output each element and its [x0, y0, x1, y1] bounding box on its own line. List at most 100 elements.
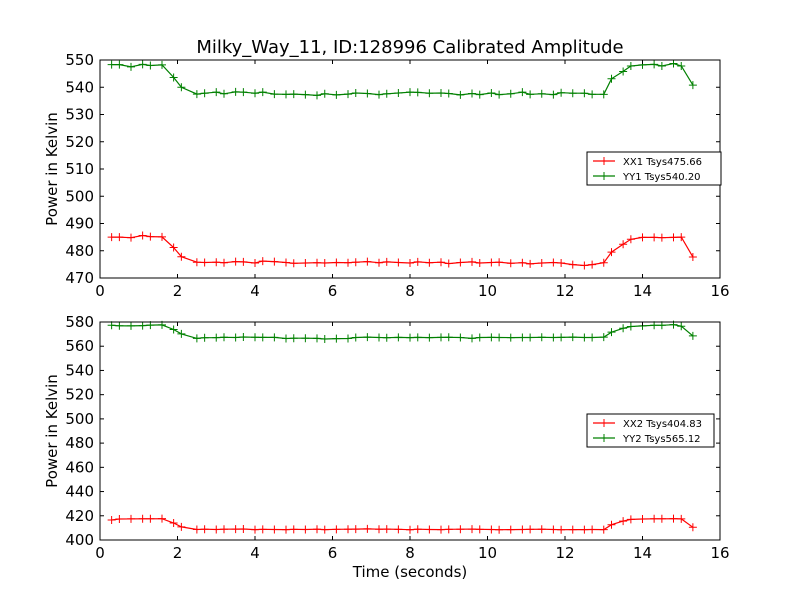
data-point: [537, 259, 546, 268]
data-point: [537, 89, 546, 98]
data-point: [146, 61, 155, 70]
data-point: [495, 90, 504, 99]
series-line-2: [111, 62, 694, 97]
data-point: [127, 514, 135, 523]
x-tick-label: 2: [173, 544, 183, 562]
y-tick-label: 580: [65, 313, 94, 331]
data-point: [495, 258, 504, 267]
data-point: [375, 258, 383, 267]
legend-label: XX2 Tsys404.83: [623, 419, 702, 430]
data-point: [363, 257, 372, 266]
data-point: [177, 252, 186, 261]
data-point: [344, 525, 352, 534]
data-point: [568, 89, 577, 98]
data-point: [344, 258, 352, 267]
data-point: [650, 514, 659, 523]
data-point: [258, 88, 267, 97]
data-point: [444, 525, 453, 534]
data-point: [115, 321, 124, 330]
data-point: [320, 334, 329, 343]
x-tick-label: 2: [173, 282, 183, 300]
data-point: [258, 525, 267, 534]
data-point: [487, 88, 496, 97]
series-line-1: [111, 234, 694, 267]
y-tick-label: 480: [65, 434, 94, 452]
data-point: [158, 514, 166, 523]
data-point: [363, 333, 372, 342]
data-point: [549, 90, 558, 99]
data-point: [580, 525, 589, 534]
data-point: [127, 321, 135, 330]
data-point: [657, 514, 666, 523]
data-point: [394, 258, 403, 267]
legend-marker: [600, 172, 608, 180]
data-point: [468, 89, 476, 98]
data-point: [351, 258, 360, 267]
data-point: [107, 321, 116, 330]
data-point: [239, 257, 248, 266]
data-point: [332, 525, 341, 534]
y-tick-label: 420: [65, 507, 94, 525]
data-point: [107, 516, 116, 525]
data-point: [568, 260, 577, 269]
data-point: [549, 525, 558, 534]
data-point: [177, 522, 186, 531]
data-point: [526, 259, 535, 268]
data-point: [107, 233, 116, 242]
data-point: [588, 333, 597, 342]
x-tick-label: 4: [250, 544, 260, 562]
x-tick-label: 6: [328, 282, 338, 300]
data-point: [382, 333, 391, 342]
data-point: [518, 258, 527, 267]
data-point: [138, 60, 147, 69]
data-point: [669, 514, 678, 523]
data-point: [413, 525, 422, 534]
data-point: [344, 334, 352, 343]
data-point: [526, 525, 535, 534]
data-point: [526, 333, 535, 342]
y-tick-label: 540: [65, 361, 94, 379]
data-point: [394, 525, 403, 534]
data-point: [220, 89, 228, 98]
data-point: [375, 525, 383, 534]
data-point: [425, 333, 434, 342]
data-point: [456, 90, 465, 99]
data-point: [677, 61, 686, 70]
data-point: [437, 525, 445, 534]
data-point: [301, 525, 310, 534]
data-point: [115, 60, 124, 69]
data-point: [437, 258, 445, 267]
data-point: [169, 519, 178, 528]
data-point: [518, 525, 527, 534]
data-point: [146, 514, 155, 523]
y-tick-label: 480: [65, 242, 94, 260]
x-tick-label: 14: [633, 282, 652, 300]
data-point: [626, 61, 635, 70]
legend: XX2 Tsys404.83 YY2 Tsys565.12: [586, 413, 715, 448]
data-point: [626, 322, 635, 331]
data-point: [495, 525, 504, 534]
data-point: [270, 257, 279, 266]
data-point: [351, 88, 360, 97]
legend-label: YY2 Tsys565.12: [622, 434, 701, 445]
data-point: [413, 257, 422, 266]
data-point: [270, 333, 279, 342]
data-point: [239, 88, 248, 97]
data-point: [688, 81, 697, 90]
data-point: [437, 88, 445, 97]
data-point: [475, 259, 484, 268]
y-tick-label: 540: [65, 78, 94, 96]
data-point: [220, 333, 228, 342]
data-point: [231, 333, 240, 342]
data-point: [669, 233, 678, 242]
data-point: [580, 89, 589, 98]
data-point: [557, 525, 566, 534]
data-point: [169, 73, 178, 82]
data-point: [607, 520, 616, 529]
y-tick-label: 500: [65, 410, 94, 428]
data-point: [351, 525, 360, 534]
data-point: [192, 334, 201, 343]
data-point: [313, 258, 321, 267]
data-point: [599, 525, 608, 534]
data-point: [650, 321, 659, 330]
